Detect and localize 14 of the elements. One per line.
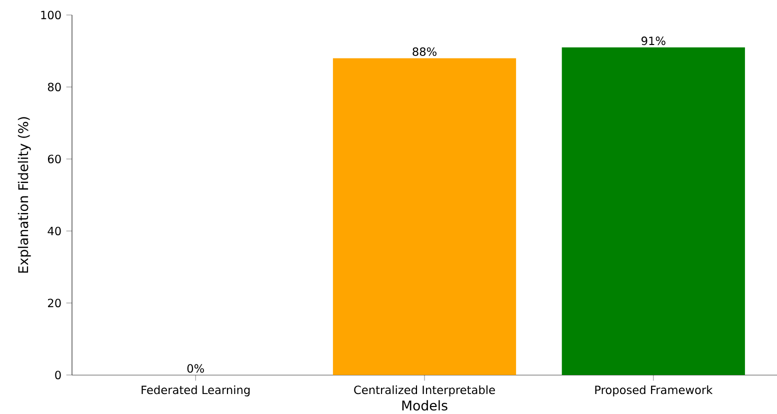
x-tick-label: Proposed Framework (595, 385, 713, 396)
y-tick-label: 100 (41, 10, 61, 20)
y-tick-label: 0 (55, 370, 61, 380)
data-label: 88% (412, 47, 436, 56)
y-axis-title: Explanation Fidelity (%) (18, 117, 31, 273)
x-tick-label: Centralized Interpretable (354, 385, 495, 396)
y-tick-label: 20 (48, 298, 61, 308)
data-label: 0% (187, 364, 204, 373)
data-label: 91% (642, 36, 666, 46)
y-tick-label: 40 (48, 226, 61, 236)
y-tick-label: 80 (48, 82, 61, 92)
y-tick-label: 60 (48, 154, 61, 164)
x-tick-label: Federated Learning (142, 385, 250, 396)
x-axis-title: Models (402, 400, 448, 411)
